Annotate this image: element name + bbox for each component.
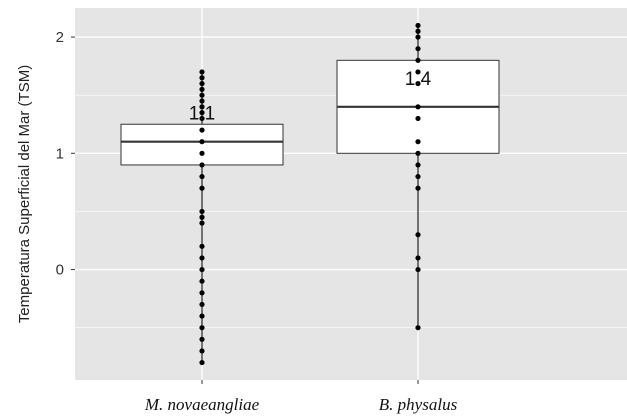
median-label-layer: 1.1 1.4	[189, 69, 432, 125]
data-point	[415, 22, 421, 29]
data-point	[199, 348, 205, 354]
data-point	[199, 220, 205, 226]
data-point	[415, 150, 421, 156]
data-point	[199, 80, 205, 87]
data-point	[415, 325, 421, 331]
data-point	[199, 313, 205, 319]
data-point	[199, 278, 205, 284]
data-point	[415, 173, 421, 180]
data-point	[199, 266, 205, 273]
data-point	[199, 86, 205, 92]
data-point	[415, 80, 421, 87]
y-tick-label: 2	[56, 29, 64, 46]
data-point	[199, 185, 205, 191]
axes: 0 1 2 M. novaeangliae B. physalus	[56, 29, 458, 414]
data-point	[199, 104, 205, 110]
data-point	[199, 162, 205, 168]
data-point	[199, 150, 205, 156]
data-point	[199, 290, 205, 296]
data-point	[415, 255, 421, 261]
data-point	[415, 162, 421, 168]
data-point	[199, 127, 205, 133]
data-point	[415, 34, 421, 40]
data-point	[199, 359, 205, 366]
data-point	[199, 92, 205, 98]
data-point	[199, 208, 205, 215]
data-point	[415, 104, 421, 110]
data-point	[415, 115, 421, 122]
y-axis-label: Temperatura Superficial del Mar (TSM)	[16, 65, 33, 323]
y-tick-label: 1	[56, 145, 64, 162]
data-point	[199, 98, 205, 104]
data-point	[415, 266, 421, 273]
median-value-label: 1.1	[189, 104, 215, 125]
data-point	[199, 69, 205, 75]
data-point	[199, 173, 205, 180]
data-point	[415, 57, 421, 63]
data-point	[199, 110, 205, 116]
data-point	[199, 75, 205, 81]
median-value-label: 1.4	[405, 69, 432, 90]
x-tick-label: B. physalus	[379, 395, 458, 414]
data-point	[199, 255, 205, 261]
data-point	[199, 336, 205, 342]
data-point	[415, 69, 421, 75]
data-point	[199, 301, 205, 308]
data-point	[415, 28, 421, 34]
data-point	[415, 185, 421, 191]
data-point	[199, 325, 205, 331]
data-point	[199, 139, 205, 145]
data-point	[199, 115, 205, 122]
data-point	[415, 46, 421, 52]
data-point	[199, 214, 205, 220]
x-tick-label: M. novaeangliae	[144, 395, 260, 414]
data-point	[199, 243, 205, 249]
point-layer	[199, 22, 421, 366]
data-point	[415, 139, 421, 145]
data-point	[415, 232, 421, 238]
y-tick-label: 0	[56, 262, 64, 279]
